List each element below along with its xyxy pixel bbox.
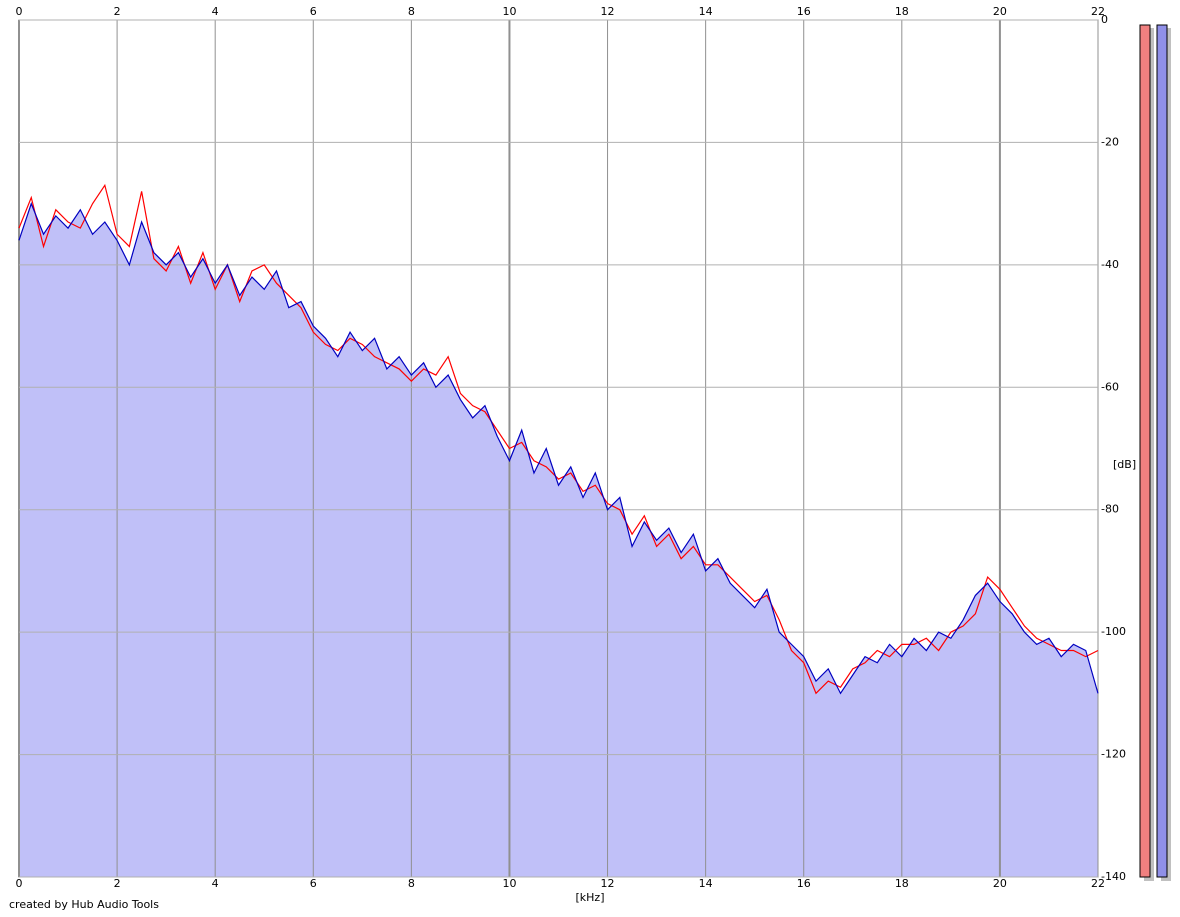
x-tick-label: 14 [699, 877, 713, 890]
line [18, 201, 1099, 695]
y-tick-label: -140 [1101, 870, 1126, 883]
x-tick-label: 10 [502, 877, 516, 890]
x-tick-label: 16 [797, 5, 811, 18]
y-tick-label: -60 [1101, 380, 1119, 393]
x-tick-label: 2 [114, 877, 121, 890]
x-tick-label: 20 [993, 5, 1007, 18]
y-tick-label: -20 [1101, 135, 1119, 148]
x-tick-label: 10 [502, 5, 516, 18]
x-tick-label: 0 [16, 877, 23, 890]
x-tick-label: 6 [310, 877, 317, 890]
y-tick-label: -120 [1101, 748, 1126, 761]
y-tick-label: 0 [1101, 13, 1108, 26]
x-tick-label: 8 [408, 5, 415, 18]
x-axis-label: [kHz] [576, 891, 605, 904]
y-axis-label: [dB] [1113, 458, 1136, 471]
y-tick-label: -80 [1101, 503, 1119, 516]
x-tick-label: 0 [16, 5, 23, 18]
right-meter [1156, 24, 1168, 878]
x-tick-label: 4 [212, 877, 219, 890]
x-tick-label: 12 [601, 877, 615, 890]
y-tick-label: -40 [1101, 258, 1119, 271]
x-tick-label: 18 [895, 877, 909, 890]
x-tick-label: 2 [114, 5, 121, 18]
x-tick-label: 22 [1091, 5, 1105, 18]
plot [18, 19, 1099, 878]
x-tick-label: 16 [797, 877, 811, 890]
x-tick-label: 14 [699, 5, 713, 18]
left-meter [1139, 24, 1151, 878]
x-tick-label: 18 [895, 5, 909, 18]
footer: created by Hub Audio Tools [9, 898, 159, 911]
y-tick-label: -100 [1101, 625, 1126, 638]
x-tick-label: 8 [408, 877, 415, 890]
x-tick-label: 6 [310, 5, 317, 18]
x-tick-label: 12 [601, 5, 615, 18]
area [19, 203, 1098, 878]
x-tick-label: 4 [212, 5, 219, 18]
x-tick-label: 22 [1091, 877, 1105, 890]
x-tick-label: 20 [993, 877, 1007, 890]
